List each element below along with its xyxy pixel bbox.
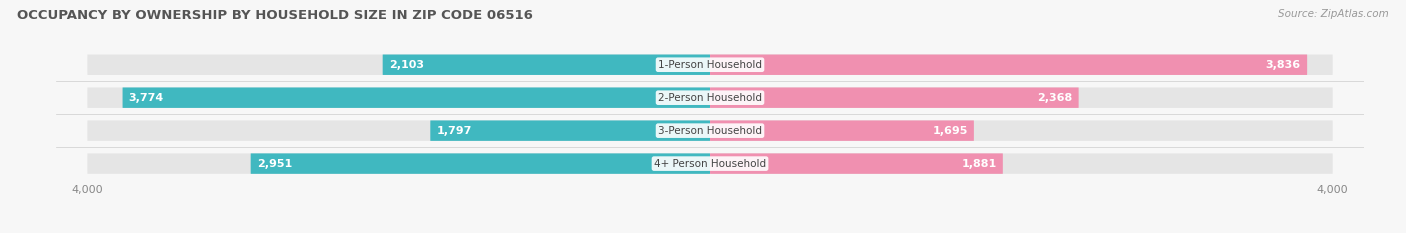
- FancyBboxPatch shape: [710, 55, 1308, 75]
- Text: 3,836: 3,836: [1265, 60, 1301, 70]
- FancyBboxPatch shape: [87, 153, 1333, 174]
- FancyBboxPatch shape: [382, 55, 710, 75]
- Text: 3-Person Household: 3-Person Household: [658, 126, 762, 136]
- Text: 2,951: 2,951: [257, 159, 292, 169]
- FancyBboxPatch shape: [430, 120, 710, 141]
- Text: 4+ Person Household: 4+ Person Household: [654, 159, 766, 169]
- FancyBboxPatch shape: [87, 87, 1333, 108]
- Text: 1,797: 1,797: [436, 126, 472, 136]
- Text: Source: ZipAtlas.com: Source: ZipAtlas.com: [1278, 9, 1389, 19]
- Text: 2-Person Household: 2-Person Household: [658, 93, 762, 103]
- Text: 2,368: 2,368: [1038, 93, 1073, 103]
- FancyBboxPatch shape: [87, 120, 1333, 141]
- FancyBboxPatch shape: [122, 87, 710, 108]
- Text: 1-Person Household: 1-Person Household: [658, 60, 762, 70]
- FancyBboxPatch shape: [87, 55, 1333, 75]
- Text: 1,881: 1,881: [962, 159, 997, 169]
- Text: OCCUPANCY BY OWNERSHIP BY HOUSEHOLD SIZE IN ZIP CODE 06516: OCCUPANCY BY OWNERSHIP BY HOUSEHOLD SIZE…: [17, 9, 533, 22]
- FancyBboxPatch shape: [710, 120, 974, 141]
- Text: 2,103: 2,103: [389, 60, 423, 70]
- FancyBboxPatch shape: [250, 153, 710, 174]
- Text: 1,695: 1,695: [932, 126, 967, 136]
- Text: 3,774: 3,774: [129, 93, 165, 103]
- FancyBboxPatch shape: [710, 87, 1078, 108]
- FancyBboxPatch shape: [710, 153, 1002, 174]
